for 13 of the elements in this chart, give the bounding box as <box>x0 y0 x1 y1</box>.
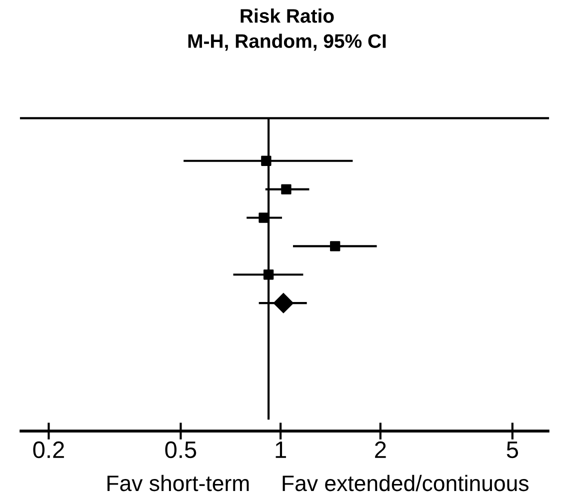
point <box>258 212 269 223</box>
x-tick-label: 2 <box>375 441 386 458</box>
chart-title: Risk Ratio <box>240 8 334 23</box>
point <box>261 156 272 166</box>
x-tick-label: 0.2 <box>33 441 64 458</box>
x-tick-label: 0.5 <box>165 441 196 458</box>
point <box>263 270 274 280</box>
x-tick-label: 5 <box>506 442 518 458</box>
chart-subtitle: M-H, Random, 95% CI <box>188 34 386 51</box>
point <box>330 241 340 252</box>
text: Fav short-term <box>108 474 249 492</box>
x-tick-label: 1 <box>276 442 286 458</box>
text: Fav extended/continuous <box>282 474 528 492</box>
